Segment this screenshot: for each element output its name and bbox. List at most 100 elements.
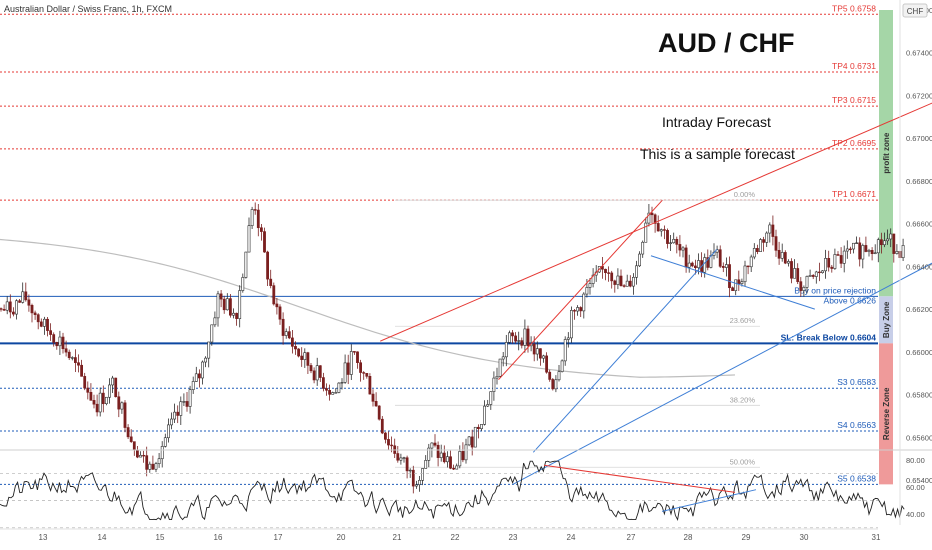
candle[interactable]: [628, 280, 632, 287]
candle[interactable]: [312, 370, 316, 381]
candle[interactable]: [136, 449, 139, 458]
candle[interactable]: [408, 469, 412, 472]
candle[interactable]: [452, 467, 456, 470]
candle[interactable]: [839, 255, 843, 264]
candle[interactable]: [737, 279, 741, 284]
candle[interactable]: [489, 391, 493, 405]
candle[interactable]: [114, 377, 118, 398]
trendline-red-channel-upper[interactable]: [380, 100, 932, 342]
candle[interactable]: [204, 357, 208, 363]
candle[interactable]: [337, 382, 341, 393]
candle[interactable]: [176, 411, 180, 416]
candle[interactable]: [120, 402, 124, 410]
candle[interactable]: [33, 312, 37, 315]
candle[interactable]: [349, 351, 353, 375]
candle[interactable]: [631, 276, 635, 287]
candle[interactable]: [445, 456, 449, 463]
candle[interactable]: [235, 312, 239, 319]
candle[interactable]: [551, 379, 555, 390]
candle[interactable]: [368, 376, 372, 395]
candle[interactable]: [542, 355, 545, 359]
candle[interactable]: [576, 307, 580, 312]
candle[interactable]: [371, 393, 375, 402]
candle[interactable]: [675, 238, 679, 245]
candle[interactable]: [864, 245, 868, 252]
candle[interactable]: [238, 290, 242, 319]
candle[interactable]: [15, 300, 18, 315]
candle[interactable]: [520, 340, 524, 346]
candle[interactable]: [74, 357, 77, 363]
candle[interactable]: [610, 272, 614, 282]
candle[interactable]: [848, 248, 852, 251]
candle[interactable]: [201, 361, 204, 379]
candle[interactable]: [799, 281, 803, 291]
candle[interactable]: [883, 240, 886, 246]
candle[interactable]: [501, 356, 505, 360]
candle[interactable]: [18, 300, 22, 303]
candle[interactable]: [356, 351, 359, 363]
candle[interactable]: [297, 348, 301, 357]
candle[interactable]: [123, 402, 127, 428]
candle[interactable]: [179, 401, 183, 416]
candle[interactable]: [67, 351, 71, 359]
candle[interactable]: [383, 432, 387, 440]
candle[interactable]: [662, 229, 666, 231]
trendline-blue-trend-steep[interactable]: [532, 248, 718, 453]
candle[interactable]: [303, 352, 307, 360]
candle[interactable]: [693, 265, 697, 269]
candle[interactable]: [669, 242, 673, 244]
candle[interactable]: [306, 352, 310, 366]
candle[interactable]: [697, 260, 700, 269]
candle[interactable]: [374, 401, 378, 407]
candle[interactable]: [414, 484, 418, 487]
candle[interactable]: [151, 463, 155, 470]
candle[interactable]: [659, 229, 663, 232]
candle[interactable]: [790, 261, 793, 279]
candle[interactable]: [464, 444, 468, 461]
candle[interactable]: [188, 389, 192, 407]
candle[interactable]: [545, 355, 549, 373]
candle[interactable]: [579, 307, 583, 312]
candle[interactable]: [666, 230, 669, 244]
candle[interactable]: [731, 287, 735, 291]
candle[interactable]: [95, 403, 99, 413]
candle[interactable]: [36, 314, 40, 323]
candle[interactable]: [476, 426, 480, 430]
candle[interactable]: [241, 277, 245, 291]
candle[interactable]: [331, 392, 335, 395]
candle[interactable]: [287, 331, 291, 339]
candle[interactable]: [442, 452, 446, 463]
candle[interactable]: [309, 365, 313, 372]
candle[interactable]: [647, 212, 651, 224]
candle[interactable]: [563, 339, 567, 362]
candle[interactable]: [281, 318, 285, 336]
candle[interactable]: [749, 256, 753, 268]
candle[interactable]: [566, 337, 570, 340]
candle[interactable]: [142, 454, 146, 457]
candle[interactable]: [163, 437, 167, 447]
candle[interactable]: [886, 238, 890, 242]
candle[interactable]: [92, 400, 96, 405]
candle[interactable]: [418, 480, 421, 486]
candle[interactable]: [811, 275, 815, 277]
candle[interactable]: [111, 377, 115, 386]
candle[interactable]: [219, 293, 223, 300]
candle[interactable]: [765, 232, 769, 243]
candle[interactable]: [98, 392, 102, 413]
candle[interactable]: [607, 272, 611, 274]
candle[interactable]: [39, 321, 43, 327]
candle[interactable]: [793, 268, 797, 279]
candle[interactable]: [126, 427, 130, 438]
candle[interactable]: [681, 247, 685, 251]
candle[interactable]: [433, 442, 437, 446]
candle[interactable]: [132, 441, 136, 451]
candle[interactable]: [895, 251, 899, 254]
candle[interactable]: [548, 371, 552, 380]
candle[interactable]: [783, 252, 787, 264]
candle[interactable]: [0, 308, 3, 310]
candle[interactable]: [256, 209, 260, 229]
candle[interactable]: [777, 250, 781, 259]
candle[interactable]: [449, 456, 452, 469]
candle[interactable]: [86, 387, 90, 393]
